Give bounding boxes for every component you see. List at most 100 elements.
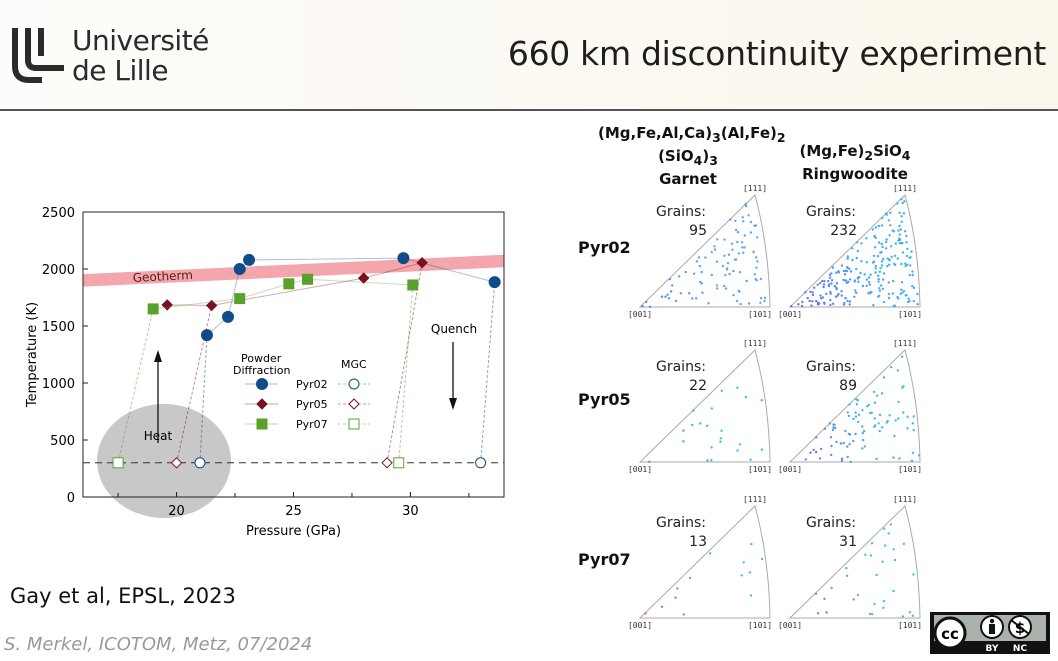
grain-orientation-dot bbox=[668, 278, 672, 281]
grain-orientation-dot bbox=[885, 213, 888, 216]
grain-orientation-dot bbox=[900, 220, 903, 223]
grain-orientation-dot bbox=[894, 242, 897, 245]
grain-orientation-dot bbox=[897, 229, 900, 232]
grain-orientation-dot bbox=[916, 303, 919, 306]
pyr07-powder-point bbox=[147, 303, 159, 315]
legend-title: Powder bbox=[241, 352, 282, 365]
grain-orientation-dot bbox=[848, 433, 852, 436]
pyr02-powder-point bbox=[222, 310, 235, 323]
cc-by-nc-license-badge: cc $ BY NC bbox=[930, 612, 1050, 654]
x-axis-label: Pressure (GPa) bbox=[246, 524, 341, 539]
grain-orientation-dot bbox=[755, 266, 758, 269]
grain-orientation-dot bbox=[644, 612, 647, 615]
grain-orientation-dot bbox=[725, 268, 729, 271]
grain-orientation-dot bbox=[885, 238, 888, 241]
grain-orientation-dot bbox=[892, 456, 895, 459]
pyr07-powder-point bbox=[283, 278, 295, 290]
grain-orientation-dot bbox=[835, 282, 839, 285]
legend-pyr02-label: Pyr02 bbox=[296, 378, 328, 391]
heat-region bbox=[97, 404, 231, 518]
grain-orientation-dot bbox=[877, 224, 880, 228]
legend-pyr05-powder-marker bbox=[256, 398, 268, 410]
legend-pyr07-powder-marker bbox=[256, 418, 268, 430]
grain-orientation-dot bbox=[856, 399, 859, 402]
grain-orientation-dot bbox=[917, 454, 921, 457]
grain-orientation-dot bbox=[865, 237, 868, 240]
grain-orientation-dot bbox=[849, 460, 852, 464]
grain-orientation-dot bbox=[700, 282, 703, 285]
grain-orientation-dot bbox=[863, 445, 866, 448]
grain-orientation-dot bbox=[832, 426, 835, 429]
grain-orientation-dot bbox=[857, 413, 861, 416]
grain-orientation-dot bbox=[742, 251, 745, 254]
grain-orientation-dot bbox=[901, 615, 904, 618]
grain-orientation-dot bbox=[883, 527, 886, 530]
corner-label-001: [001] bbox=[778, 310, 802, 319]
grain-orientation-dot bbox=[893, 558, 897, 562]
grain-orientation-dot bbox=[763, 296, 767, 300]
grain-orientation-dot bbox=[879, 266, 882, 270]
grain-orientation-dot bbox=[704, 256, 707, 259]
legend-pyr02-mgc-marker bbox=[348, 378, 360, 390]
grain-orientation-dot bbox=[821, 296, 824, 299]
grain-orientation-dot bbox=[830, 282, 833, 285]
grain-orientation-dot bbox=[882, 272, 886, 275]
grain-orientation-dot bbox=[898, 211, 901, 215]
pyr05-mgc-point bbox=[170, 457, 183, 469]
grain-orientation-dot bbox=[710, 459, 713, 462]
grain-orientation-dot bbox=[834, 295, 838, 298]
grain-orientation-dot bbox=[734, 258, 738, 261]
ipf-triangle-pyr05-garnet bbox=[638, 349, 771, 463]
grain-orientation-dot bbox=[731, 248, 734, 251]
grain-orientation-dot bbox=[870, 542, 874, 545]
grain-orientation-dot bbox=[719, 440, 722, 443]
grain-orientation-dot bbox=[848, 267, 851, 270]
grain-orientation-dot bbox=[894, 419, 897, 422]
heat-label: Heat bbox=[144, 429, 173, 443]
grain-orientation-dot bbox=[881, 287, 884, 291]
grain-orientation-dot bbox=[893, 254, 897, 257]
grain-orientation-dot bbox=[877, 277, 880, 281]
grain-orientation-dot bbox=[744, 396, 748, 399]
pyr05-mgc-point bbox=[381, 457, 393, 469]
grain-orientation-dot bbox=[734, 219, 737, 222]
pyr07-powder-point bbox=[302, 273, 314, 285]
grain-orientation-dot bbox=[857, 280, 860, 283]
grain-orientation-dot bbox=[829, 298, 832, 302]
grain-orientation-dot bbox=[843, 273, 847, 276]
corner-label-111: [111] bbox=[743, 495, 767, 504]
grain-orientation-dot bbox=[677, 275, 681, 278]
grain-orientation-dot bbox=[809, 451, 812, 454]
grain-orientation-dot bbox=[854, 411, 857, 414]
grain-orientation-dot bbox=[840, 294, 843, 297]
grain-orientation-dot bbox=[885, 421, 888, 424]
grain-orientation-dot bbox=[723, 284, 726, 288]
pyr02-mgc-link bbox=[199, 335, 208, 463]
grain-orientation-dot bbox=[676, 587, 679, 590]
grain-orientation-dot bbox=[846, 265, 849, 269]
grain-orientation-dot bbox=[911, 285, 914, 288]
grain-orientation-dot bbox=[848, 443, 851, 446]
grain-orientation-dot bbox=[833, 423, 836, 426]
grain-orientation-dot bbox=[906, 427, 909, 430]
grain-orientation-dot bbox=[897, 400, 900, 404]
grain-orientation-dot bbox=[908, 611, 912, 614]
grain-orientation-dot bbox=[844, 269, 847, 272]
grain-orientation-dot bbox=[846, 445, 849, 448]
grain-orientation-dot bbox=[823, 280, 826, 283]
grain-orientation-dot bbox=[736, 386, 739, 389]
legend-pyr02-powder-marker bbox=[256, 378, 268, 390]
temperature-pressure-chart: Geotherm 20 25 30 0 500 1000 1500 2000 2500 Pressu… bbox=[25, 206, 505, 539]
grain-orientation-dot bbox=[713, 245, 716, 248]
grain-orientation-dot bbox=[851, 247, 854, 250]
grain-orientation-dot bbox=[880, 264, 884, 267]
grain-orientation-dot bbox=[815, 299, 818, 303]
grain-orientation-dot bbox=[882, 599, 886, 603]
grain-orientation-dot bbox=[828, 273, 831, 277]
geotherm-label: Geotherm bbox=[132, 268, 193, 285]
grain-orientation-dot bbox=[906, 247, 909, 250]
grain-orientation-dot bbox=[877, 274, 880, 277]
slide-header: Université de Lille 660 km discontinuity… bbox=[0, 0, 1058, 111]
grain-orientation-dot bbox=[734, 228, 738, 232]
grain-orientation-dot bbox=[888, 234, 891, 237]
